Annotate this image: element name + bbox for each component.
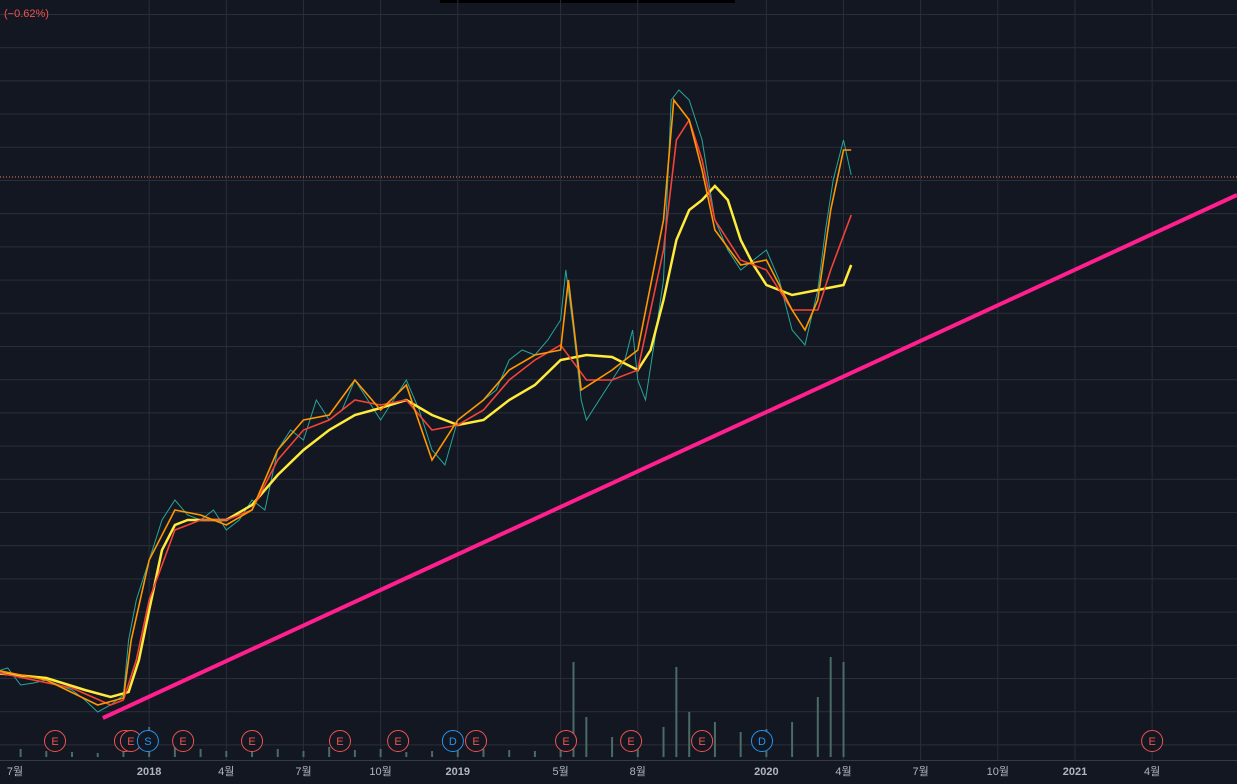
x-tick-label: 2018	[137, 766, 161, 778]
volume-bar	[662, 727, 665, 757]
volume-bar	[199, 749, 202, 757]
volume-bar	[829, 657, 832, 757]
x-tick-label: 2021	[1063, 766, 1087, 778]
event-marker	[136, 730, 159, 752]
x-tick-label: 8월	[630, 765, 646, 778]
event-marker	[555, 730, 578, 752]
volume-bar	[45, 751, 48, 757]
event-marker	[465, 730, 488, 752]
event-label: E	[472, 736, 479, 748]
volume-bar	[71, 752, 74, 757]
x-tick-label: 4월	[1144, 765, 1160, 778]
volume-bar	[405, 752, 408, 757]
volume-bar	[251, 752, 254, 757]
volume-bar	[533, 751, 536, 757]
volume-bar	[122, 751, 125, 757]
x-tick-label: 4월	[835, 765, 851, 778]
series-line	[0, 118, 852, 706]
volume-bar	[508, 750, 511, 757]
volume-bar	[456, 748, 459, 757]
event-label: E	[248, 736, 255, 748]
event-label: E	[394, 736, 401, 748]
x-tick-label: 7월	[913, 765, 929, 778]
event-label: E	[562, 736, 569, 748]
event-label: E	[698, 736, 705, 748]
x-tick-label: 5월	[553, 765, 569, 778]
toolbar-edge	[440, 0, 735, 3]
x-tick-label: 4월	[218, 765, 234, 778]
x-tick-label: 7월	[295, 765, 311, 778]
event-label: D	[758, 736, 766, 748]
x-tick-label: 7월	[7, 765, 23, 778]
volume-bar	[713, 722, 716, 757]
x-tick-label: 2019	[446, 766, 470, 778]
event-label: E	[627, 736, 634, 748]
volume-bar	[379, 749, 382, 757]
event-label: E	[1148, 736, 1155, 748]
x-tick-label: 10월	[987, 765, 1009, 778]
x-tick-label: 2020	[754, 766, 778, 778]
event-marker	[441, 730, 464, 752]
event-marker	[387, 730, 410, 752]
change-text: (−0.62%)	[4, 8, 49, 20]
volume-bar	[675, 667, 678, 757]
volume-bar	[173, 743, 176, 757]
event-label: E	[127, 736, 134, 748]
volume-bar	[842, 662, 845, 757]
event-marker	[751, 730, 774, 752]
volume-bar	[353, 750, 356, 757]
x-tick-label: 10월	[369, 765, 391, 778]
series-line	[0, 97, 852, 706]
event-marker	[44, 730, 67, 752]
event-label: D	[449, 736, 457, 748]
volume-bar	[816, 697, 819, 757]
volume-bar	[688, 712, 691, 757]
event-marker	[328, 730, 351, 752]
trendline	[102, 193, 1237, 720]
event-marker	[620, 730, 643, 752]
volume-bar	[328, 747, 331, 757]
event-label: E	[51, 736, 58, 748]
event-marker	[241, 730, 264, 752]
event-marker	[1141, 730, 1164, 752]
volume-bar	[791, 722, 794, 757]
event-label: E	[179, 736, 186, 748]
volume-bar	[739, 732, 742, 757]
volume-bar	[431, 751, 434, 757]
volume-bar	[96, 753, 99, 757]
volume-bar	[611, 737, 614, 757]
grid-background	[0, 0, 1237, 760]
volume-bar	[19, 749, 22, 757]
event-label: E	[336, 736, 343, 748]
volume-bar	[482, 749, 485, 757]
event-marker	[172, 730, 195, 752]
event-marker	[691, 730, 714, 752]
volume-bar	[225, 751, 228, 757]
volume-bar	[276, 749, 279, 757]
volume-bar	[585, 717, 588, 757]
volume-bar	[572, 662, 575, 757]
volume-bar	[302, 751, 305, 757]
event-label: S	[144, 736, 151, 748]
